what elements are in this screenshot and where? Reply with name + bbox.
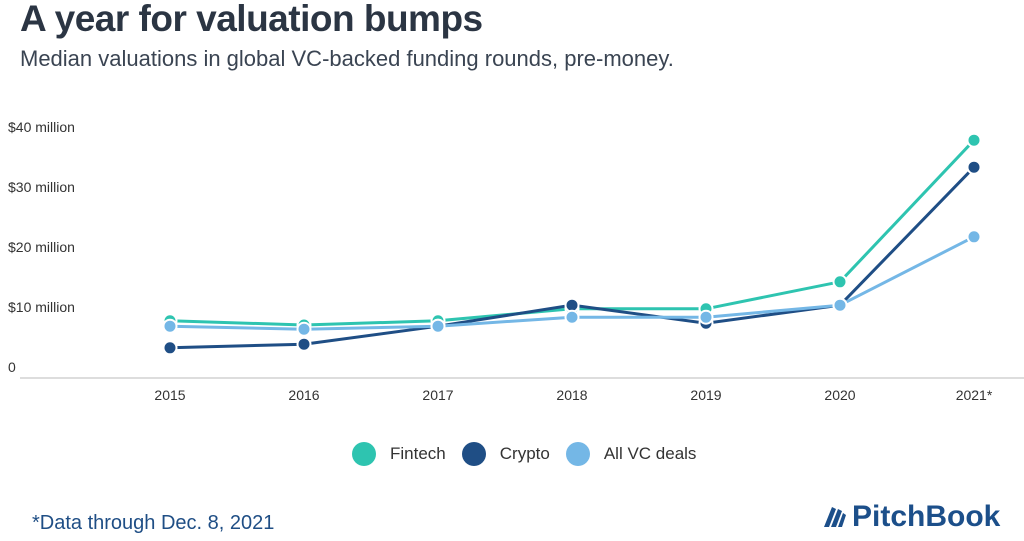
data-point-fintech xyxy=(966,132,982,148)
data-point-all-vc-deals xyxy=(832,297,848,313)
data-point-all-vc-deals xyxy=(966,229,982,245)
legend-item: Fintech xyxy=(352,442,446,466)
footnote: *Data through Dec. 8, 2021 xyxy=(32,512,275,534)
data-point-all-vc-deals xyxy=(430,318,446,334)
legend-swatch xyxy=(352,442,376,466)
x-tick-label: 2017 xyxy=(422,387,453,403)
pitchbook-logo: PitchBook xyxy=(820,500,1000,534)
x-tick-label: 2021* xyxy=(956,387,993,403)
x-tick-label: 2018 xyxy=(556,387,587,403)
x-tick-label: 2015 xyxy=(154,387,185,403)
y-tick-label: $40 million xyxy=(8,119,75,135)
line-chart: 0 $10 million $20 million $30 million $40 mi… xyxy=(8,119,1024,403)
legend-label: Fintech xyxy=(390,444,446,463)
data-point-all-vc-deals xyxy=(698,309,714,325)
data-point-all-vc-deals xyxy=(296,321,312,337)
x-tick-label: 2016 xyxy=(288,387,319,403)
y-tick-label: 0 xyxy=(8,359,16,375)
y-tick-label: $20 million xyxy=(8,239,75,255)
data-point-crypto xyxy=(162,340,178,356)
y-tick-label: $10 million xyxy=(8,299,75,315)
data-point-fintech xyxy=(832,274,848,290)
legend: Fintech Crypto All VC deals xyxy=(352,442,702,466)
chart-subtitle: Median valuations in global VC-backed fu… xyxy=(20,46,674,71)
chart-title: A year for valuation bumps xyxy=(20,0,483,39)
data-point-all-vc-deals xyxy=(564,309,580,325)
legend-label: Crypto xyxy=(499,444,550,463)
x-tick-label: 2020 xyxy=(824,387,855,403)
data-point-crypto xyxy=(966,159,982,175)
data-point-crypto xyxy=(296,336,312,352)
legend-item: Crypto xyxy=(461,442,550,466)
legend-swatch xyxy=(565,442,590,466)
legend-label: All VC deals xyxy=(603,444,697,463)
legend-swatch xyxy=(461,442,486,466)
data-point-all-vc-deals xyxy=(162,318,178,334)
x-tick-label: 2019 xyxy=(690,387,721,403)
logo-text: PitchBook xyxy=(852,500,1001,533)
legend-item: All VC deals xyxy=(565,442,697,466)
pitchbook-book-icon xyxy=(824,507,846,527)
y-tick-label: $30 million xyxy=(8,179,75,195)
